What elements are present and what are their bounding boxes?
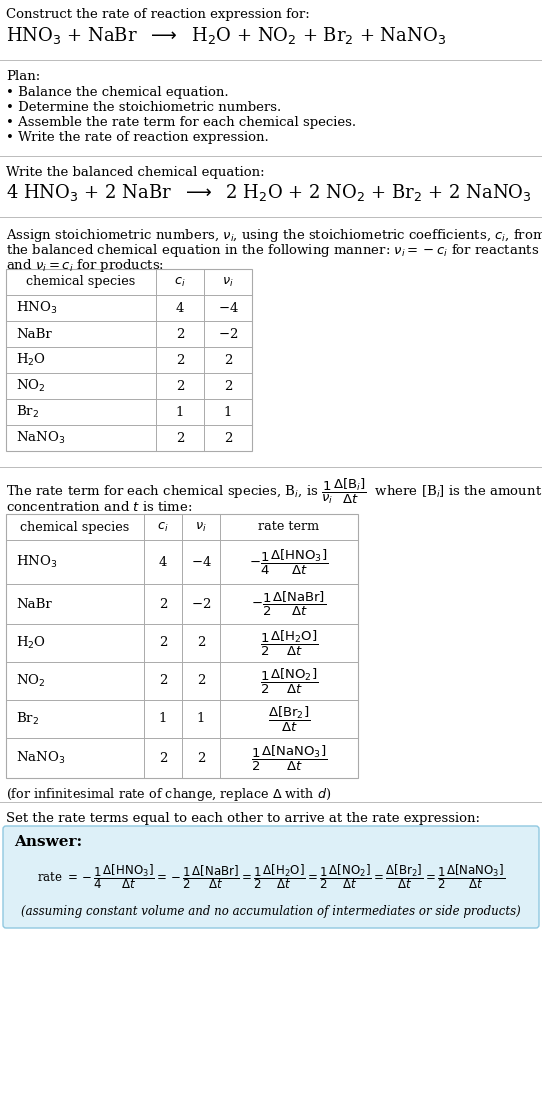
Text: (for infinitesimal rate of change, replace $\Delta$ with $d$): (for infinitesimal rate of change, repla… xyxy=(6,786,331,803)
Text: NO$_2$: NO$_2$ xyxy=(16,378,46,394)
FancyBboxPatch shape xyxy=(3,826,539,929)
Text: Br$_2$: Br$_2$ xyxy=(16,711,39,727)
Text: $\dfrac{1}{2}\dfrac{\Delta[\mathrm{NaNO_3}]}{\Delta t}$: $\dfrac{1}{2}\dfrac{\Delta[\mathrm{NaNO_… xyxy=(251,744,327,773)
Text: 2: 2 xyxy=(224,379,232,393)
Text: chemical species: chemical species xyxy=(21,520,130,534)
Bar xyxy=(6,269,252,451)
Bar xyxy=(6,514,358,778)
Text: Assign stoichiometric numbers, $\nu_i$, using the stoichiometric coefficients, $: Assign stoichiometric numbers, $\nu_i$, … xyxy=(6,227,542,244)
Text: NaBr: NaBr xyxy=(16,328,51,340)
Text: 2: 2 xyxy=(159,675,167,687)
Text: $-$4: $-$4 xyxy=(191,555,211,569)
Text: $c_i$: $c_i$ xyxy=(157,520,169,534)
Text: the balanced chemical equation in the following manner: $\nu_i = -c_i$ for react: the balanced chemical equation in the fo… xyxy=(6,242,539,259)
Text: 1: 1 xyxy=(197,713,205,725)
Text: $\dfrac{\Delta[\mathrm{Br_2}]}{\Delta t}$: $\dfrac{\Delta[\mathrm{Br_2}]}{\Delta t}… xyxy=(268,704,310,734)
Text: NaBr: NaBr xyxy=(16,597,51,610)
Text: Set the rate terms equal to each other to arrive at the rate expression:: Set the rate terms equal to each other t… xyxy=(6,812,480,825)
Text: 2: 2 xyxy=(159,752,167,765)
Text: rate $= -\dfrac{1}{4}\dfrac{\Delta[\mathrm{HNO_3}]}{\Delta t} = -\dfrac{1}{2}\df: rate $= -\dfrac{1}{4}\dfrac{\Delta[\math… xyxy=(37,863,505,892)
Text: 1: 1 xyxy=(159,713,167,725)
Text: The rate term for each chemical species, B$_i$, is $\dfrac{1}{\nu_i}\dfrac{\Delt: The rate term for each chemical species,… xyxy=(6,477,542,506)
Text: HNO$_3$: HNO$_3$ xyxy=(16,554,57,570)
Text: 2: 2 xyxy=(197,752,205,765)
Text: • Determine the stoichiometric numbers.: • Determine the stoichiometric numbers. xyxy=(6,101,281,115)
Text: H$_2$O: H$_2$O xyxy=(16,353,46,368)
Text: chemical species: chemical species xyxy=(27,276,136,288)
Text: 4: 4 xyxy=(159,556,167,568)
Text: Answer:: Answer: xyxy=(14,835,82,848)
Text: 4: 4 xyxy=(176,301,184,315)
Text: NO$_2$: NO$_2$ xyxy=(16,673,46,689)
Text: 2: 2 xyxy=(159,597,167,610)
Text: $-$2: $-$2 xyxy=(191,597,211,610)
Text: Write the balanced chemical equation:: Write the balanced chemical equation: xyxy=(6,166,264,179)
Text: concentration and $t$ is time:: concentration and $t$ is time: xyxy=(6,500,192,514)
Text: and $\nu_i = c_i$ for products:: and $\nu_i = c_i$ for products: xyxy=(6,257,164,274)
Text: 2: 2 xyxy=(159,636,167,649)
Text: 2: 2 xyxy=(224,431,232,445)
Text: 2: 2 xyxy=(176,379,184,393)
Text: (assuming constant volume and no accumulation of intermediates or side products): (assuming constant volume and no accumul… xyxy=(21,904,521,917)
Text: HNO$_3$: HNO$_3$ xyxy=(16,300,57,316)
Text: Plan:: Plan: xyxy=(6,70,40,83)
Text: H$_2$O: H$_2$O xyxy=(16,635,46,651)
Text: 1: 1 xyxy=(176,406,184,418)
Text: Br$_2$: Br$_2$ xyxy=(16,404,39,420)
Text: 2: 2 xyxy=(176,354,184,367)
Text: $-\dfrac{1}{4}\dfrac{\Delta[\mathrm{HNO_3}]}{\Delta t}$: $-\dfrac{1}{4}\dfrac{\Delta[\mathrm{HNO_… xyxy=(249,547,328,577)
Text: 4 HNO$_3$ + 2 NaBr  $\longrightarrow$  2 H$_2$O + 2 NO$_2$ + Br$_2$ + 2 NaNO$_3$: 4 HNO$_3$ + 2 NaBr $\longrightarrow$ 2 H… xyxy=(6,182,532,203)
Text: NaNO$_3$: NaNO$_3$ xyxy=(16,749,65,766)
Text: $-$4: $-$4 xyxy=(217,301,238,315)
Text: Construct the rate of reaction expression for:: Construct the rate of reaction expressio… xyxy=(6,8,309,21)
Text: $\nu_i$: $\nu_i$ xyxy=(222,276,234,288)
Text: NaNO$_3$: NaNO$_3$ xyxy=(16,430,65,446)
Text: $\dfrac{1}{2}\dfrac{\Delta[\mathrm{NO_2}]}{\Delta t}$: $\dfrac{1}{2}\dfrac{\Delta[\mathrm{NO_2}… xyxy=(260,666,318,696)
Text: • Assemble the rate term for each chemical species.: • Assemble the rate term for each chemic… xyxy=(6,116,356,129)
Text: $\dfrac{1}{2}\dfrac{\Delta[\mathrm{H_2O}]}{\Delta t}$: $\dfrac{1}{2}\dfrac{\Delta[\mathrm{H_2O}… xyxy=(260,628,318,657)
Text: $-$2: $-$2 xyxy=(218,327,238,341)
Text: 2: 2 xyxy=(197,675,205,687)
Text: • Write the rate of reaction expression.: • Write the rate of reaction expression. xyxy=(6,131,269,143)
Text: 2: 2 xyxy=(176,328,184,340)
Text: • Balance the chemical equation.: • Balance the chemical equation. xyxy=(6,86,229,99)
Text: 2: 2 xyxy=(176,431,184,445)
Text: $c_i$: $c_i$ xyxy=(175,276,186,288)
Text: rate term: rate term xyxy=(259,520,320,534)
Text: 2: 2 xyxy=(224,354,232,367)
Text: $\nu_i$: $\nu_i$ xyxy=(195,520,207,534)
Text: 1: 1 xyxy=(224,406,232,418)
Text: 2: 2 xyxy=(197,636,205,649)
Text: HNO$_3$ + NaBr  $\longrightarrow$  H$_2$O + NO$_2$ + Br$_2$ + NaNO$_3$: HNO$_3$ + NaBr $\longrightarrow$ H$_2$O … xyxy=(6,24,446,46)
Text: $-\dfrac{1}{2}\dfrac{\Delta[\mathrm{NaBr}]}{\Delta t}$: $-\dfrac{1}{2}\dfrac{\Delta[\mathrm{NaBr… xyxy=(251,590,327,618)
